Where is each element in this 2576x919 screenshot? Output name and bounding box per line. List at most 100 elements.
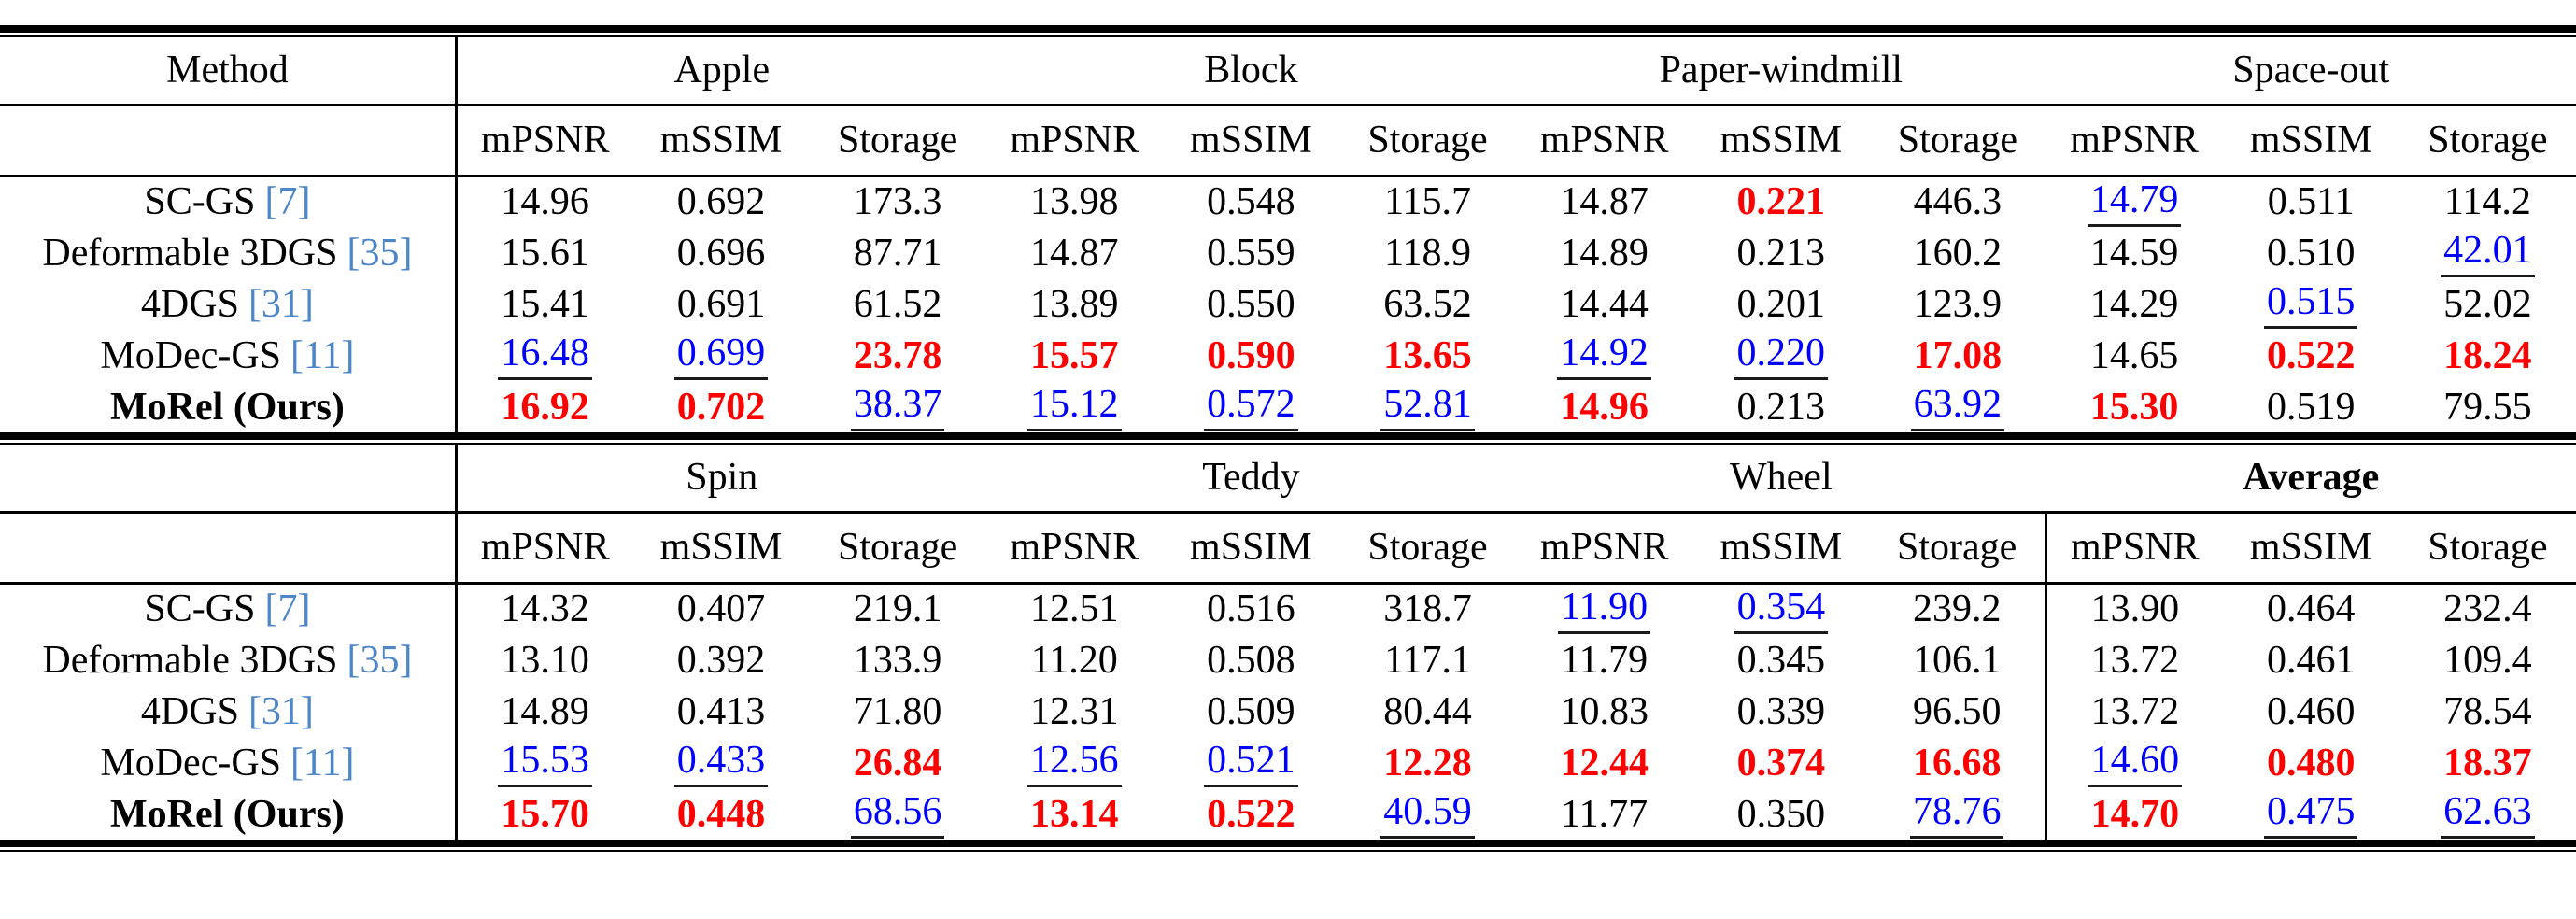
value-cell: 13.65 [1339, 330, 1516, 381]
metric-value: 14.89 [1560, 231, 1649, 275]
value-cell: 15.53 [456, 737, 632, 788]
metric-value: 14.96 [1560, 385, 1649, 429]
metric-value: 63.52 [1383, 282, 1472, 326]
value-cell: 0.350 [1692, 788, 1869, 840]
citation-ref[interactable]: [31] [248, 689, 314, 733]
value-cell: 10.83 [1516, 686, 1692, 737]
value-cell: 0.345 [1692, 634, 1869, 686]
citation-ref[interactable]: [11] [290, 741, 355, 785]
metric-value: 0.548 [1207, 180, 1295, 224]
value-cell: 0.692 [632, 176, 809, 227]
scene-group-header: Apple [456, 37, 986, 106]
group-header-row: Spin Teddy Wheel Average [0, 445, 2576, 514]
citation-ref[interactable]: [7] [264, 587, 311, 631]
value-cell: 11.20 [986, 634, 1163, 686]
table-row: Deformable 3DGS [35] 13.10 0.392 133.9 11.20 0… [0, 634, 2576, 686]
metric-value: 0.345 [1736, 638, 1826, 682]
value-cell: 26.84 [810, 737, 986, 788]
citation-ref[interactable]: [7] [264, 180, 311, 224]
value-cell: 14.89 [1516, 227, 1692, 278]
value-cell: 13.89 [986, 278, 1163, 330]
metric-value: 15.57 [1030, 333, 1119, 377]
metric-value: 61.52 [853, 282, 942, 326]
value-cell: 23.78 [810, 330, 986, 381]
method-label: MoRel (Ours) [110, 385, 345, 429]
value-cell: 14.87 [1516, 176, 1692, 227]
value-cell: 106.1 [1869, 634, 2045, 686]
paper-table: Spin Teddy Wheel Average mPSNR mSSIM Storage mP… [0, 445, 2576, 840]
metric-value: 11.90 [1558, 587, 1651, 634]
metric-value: 12.56 [1027, 740, 1122, 788]
value-cell: 80.44 [1339, 686, 1516, 737]
value-cell: 13.72 [2044, 686, 2223, 737]
metric-value: 0.511 [2267, 180, 2355, 224]
method-label: 4DGS [140, 282, 239, 326]
metric-value: 38.37 [850, 384, 945, 432]
value-cell: 114.2 [2399, 176, 2576, 227]
scene-group-header: Wheel [1516, 445, 2046, 514]
value-cell: 12.44 [1516, 737, 1692, 788]
value-cell: 0.464 [2223, 583, 2399, 634]
value-cell: 0.221 [1692, 176, 1869, 227]
metric-value: 12.44 [1560, 741, 1649, 785]
method-cell: MoDec-GS [11] [0, 737, 458, 788]
value-cell: 13.98 [986, 176, 1163, 227]
metric-value: 15.12 [1027, 384, 1122, 432]
metric-value: 239.2 [1912, 587, 2002, 631]
metric-value: 0.213 [1736, 231, 1826, 275]
value-cell: 14.96 [456, 176, 632, 227]
metric-value: 11.77 [1561, 792, 1649, 836]
metric-value: 0.392 [676, 638, 766, 682]
metric-value: 12.31 [1030, 689, 1119, 733]
metric-value: 14.32 [501, 587, 589, 631]
metric-header: Storage [2399, 512, 2576, 585]
value-cell: 0.461 [2223, 634, 2399, 686]
value-cell: 68.56 [810, 788, 986, 840]
citation-ref[interactable]: [31] [248, 282, 314, 326]
value-cell: 0.691 [632, 278, 809, 330]
value-cell: 87.71 [810, 227, 986, 278]
value-cell: 0.460 [2223, 686, 2399, 737]
value-cell: 318.7 [1339, 583, 1516, 634]
metric-value: 14.60 [2088, 740, 2183, 788]
metric-value: 13.72 [2090, 638, 2180, 682]
method-label: Deformable 3DGS [42, 231, 338, 275]
table-row: SC-GS [7] 14.96 0.692 173.3 13.98 0.548 115.7 14… [0, 176, 2576, 227]
value-cell: 14.96 [1516, 381, 1692, 432]
value-cell: 0.413 [632, 686, 809, 737]
value-cell: 16.68 [1869, 737, 2045, 788]
value-cell: 0.696 [632, 227, 809, 278]
method-cell: SC-GS [7] [0, 583, 458, 634]
citation-ref[interactable]: [35] [347, 231, 413, 275]
metric-value: 0.590 [1207, 333, 1295, 377]
metric-value: 62.63 [2441, 791, 2535, 840]
value-cell: 118.9 [1339, 227, 1516, 278]
table-row: Deformable 3DGS [35] 15.61 0.696 87.71 14.87 0… [0, 227, 2576, 278]
value-cell: 16.92 [456, 381, 632, 432]
metric-header: mSSIM [2222, 512, 2399, 585]
value-cell: 96.50 [1869, 686, 2045, 737]
method-cell: Deformable 3DGS [35] [0, 227, 458, 278]
metric-header: mSSIM [632, 105, 810, 177]
metric-value: 232.4 [2443, 587, 2532, 631]
bottom-double-rule [0, 840, 2576, 852]
value-cell: 0.339 [1692, 686, 1869, 737]
value-cell: 15.30 [2046, 381, 2223, 432]
method-column-header: Method [0, 37, 458, 106]
value-cell: 14.87 [986, 227, 1163, 278]
value-cell: 12.56 [986, 737, 1163, 788]
value-cell: 0.590 [1163, 330, 1339, 381]
value-cell: 123.9 [1869, 278, 2045, 330]
metric-value: 26.84 [853, 741, 942, 785]
value-cell: 14.32 [456, 583, 632, 634]
top-double-rule [0, 25, 2576, 37]
metric-value: 13.90 [2090, 587, 2180, 631]
citation-ref[interactable]: [11] [290, 333, 355, 377]
citation-ref[interactable]: [35] [347, 638, 413, 682]
metric-value: 78.76 [1909, 791, 2004, 840]
metric-header: mPSNR [1516, 105, 1693, 177]
metric-header: mPSNR [2045, 105, 2223, 177]
value-cell: 0.522 [1163, 788, 1339, 840]
metric-value: 16.48 [498, 332, 592, 381]
